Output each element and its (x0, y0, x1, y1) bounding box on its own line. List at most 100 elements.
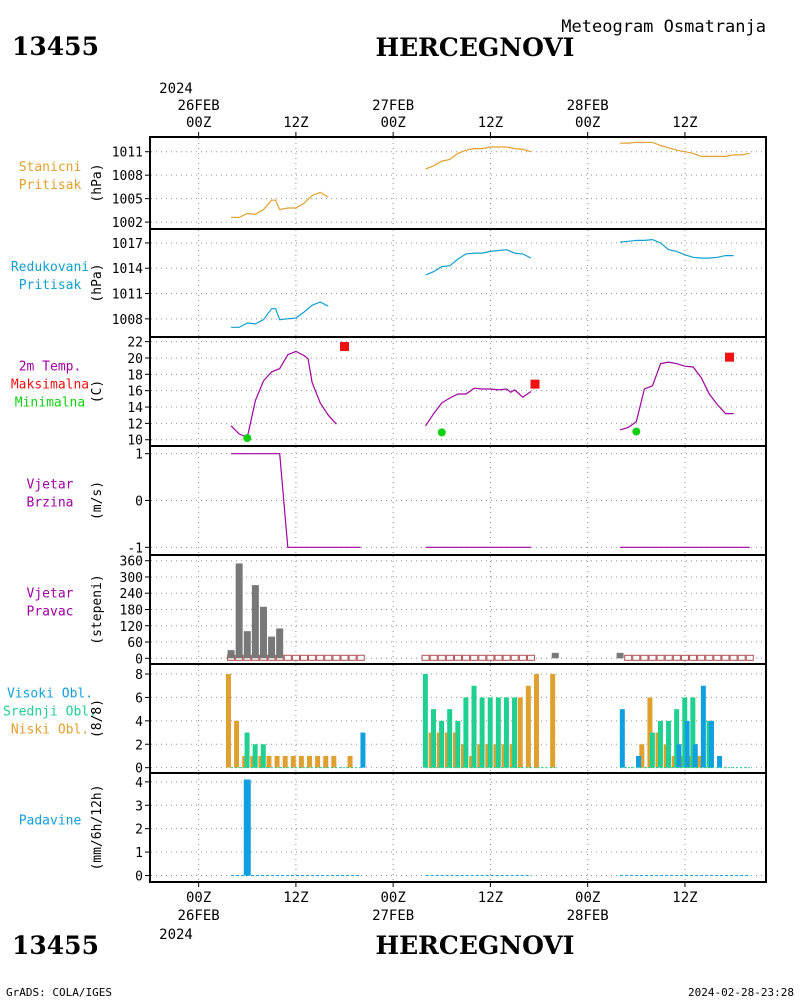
cloud-bar (676, 744, 682, 768)
y-axis-label: (8/8) (90, 699, 105, 738)
panel-1: 1002 1005 1008 1011 (hPa) Stanicni Pritisak (19, 136, 767, 231)
calm-marker (478, 654, 487, 661)
panel-label: Vjetar (27, 587, 74, 602)
y-tick-label: 60 (127, 636, 143, 651)
y-tick-label: 120 (120, 620, 143, 635)
y-tick-label: 0 (135, 495, 143, 510)
calm-marker (291, 654, 300, 661)
calm-marker (632, 654, 641, 661)
station-id: 13455 (12, 32, 99, 61)
y-tick-label: 1008 (112, 169, 143, 184)
y-axis-label: (hPa) (90, 163, 105, 202)
cloud-bar (323, 755, 329, 768)
cloud-bar (533, 674, 539, 768)
panel-label: Srednji Obl. (3, 705, 97, 720)
y-tick-label: 22 (127, 336, 143, 351)
calm-marker (705, 654, 714, 661)
calm-marker (745, 654, 754, 661)
calm-marker (332, 654, 341, 661)
calm-marker (689, 654, 698, 661)
cloud-bar (347, 755, 353, 768)
cloud-bar (550, 674, 556, 768)
y-tick-label: 16 (127, 385, 143, 400)
y-tick-label: 240 (120, 587, 143, 602)
panel-label: Niski Obl. (11, 723, 89, 738)
station-name: HERCEGNOVI (375, 33, 574, 62)
cloud-bar (282, 755, 288, 768)
panel-label: Vjetar (27, 478, 74, 493)
cloud-bar (479, 697, 485, 768)
top-date-label: 26FEB (178, 98, 220, 114)
panel-label: Pritisak (19, 278, 82, 293)
cloud-bar (649, 732, 655, 768)
cloud-bar (684, 720, 690, 768)
cloud-bar (463, 697, 469, 768)
series-line (231, 453, 361, 548)
y-tick-label: 14 (127, 401, 143, 416)
calm-marker (470, 654, 479, 661)
calm-marker (518, 654, 527, 661)
timestamp-text: 2024-02-28-23:28 (688, 986, 794, 999)
cloud-bar (331, 755, 337, 768)
calm-marker (526, 654, 535, 661)
calm-marker (502, 654, 511, 661)
y-tick-label: 12 (127, 417, 143, 432)
cloud-bar (234, 720, 240, 768)
top-hour-label: 00Z (381, 115, 406, 131)
bottom-date-label: 26FEB (178, 908, 220, 924)
cloud-bar (260, 744, 266, 768)
cloud-bar (225, 674, 231, 768)
y-tick-label: 300 (120, 571, 143, 586)
calm-marker (721, 654, 730, 661)
panel-frame (149, 336, 767, 447)
y-tick-label: 1002 (112, 216, 143, 231)
cloud-bar (517, 697, 523, 768)
y-tick-label: 1008 (112, 313, 143, 328)
panel-label: Pravac (27, 605, 74, 620)
cloud-bar (447, 709, 453, 768)
cloud-bar (487, 697, 493, 768)
bottom-hour-label: 00Z (575, 890, 600, 906)
y-axis-label: (stepeni) (90, 574, 105, 644)
cloud-bar (636, 755, 642, 768)
series-line (425, 249, 532, 276)
panel-frame (149, 772, 767, 883)
series-line (425, 146, 532, 170)
y-tick-label: 10 (127, 434, 143, 449)
y-axis-label: (hPa) (90, 263, 105, 302)
calm-marker (680, 654, 689, 661)
panel-4: -1 0 1 (m/s) Vjetar Brzina (27, 445, 767, 556)
product-title: Meteogram Osmatranja (561, 17, 766, 37)
y-tick-label: 180 (120, 604, 143, 619)
calm-marker (340, 654, 349, 661)
cloud-bar (639, 744, 645, 768)
y-tick-label: -1 (127, 541, 143, 556)
top-year-label: 2024 (159, 81, 193, 97)
calm-marker (356, 654, 365, 661)
calm-marker (429, 654, 438, 661)
y-tick-label: 1 (135, 448, 143, 463)
bar (268, 636, 276, 659)
tmin-point (243, 434, 252, 443)
top-date-label: 27FEB (372, 98, 414, 114)
panel-label: Maksimalna (11, 378, 89, 393)
cloud-bar (503, 697, 509, 768)
bottom-hour-label: 00Z (186, 890, 211, 906)
panel-label: 2m Temp. (19, 360, 82, 375)
series-line (230, 350, 337, 439)
y-tick-label: 0 (135, 869, 143, 884)
bar (551, 652, 559, 659)
calm-marker (624, 654, 633, 661)
bar (243, 631, 251, 659)
calm-marker (421, 654, 430, 661)
credit-text: GrADS: COLA/IGES (6, 986, 112, 999)
cloud-bar (495, 697, 501, 768)
bottom-date-label: 27FEB (372, 908, 414, 924)
calm-marker (729, 654, 738, 661)
cloud-bar (439, 720, 445, 768)
calm-marker (348, 654, 357, 661)
y-tick-label: 20 (127, 352, 143, 367)
bottom-hour-label: 12Z (283, 890, 308, 906)
top-hour-label: 00Z (575, 115, 600, 131)
